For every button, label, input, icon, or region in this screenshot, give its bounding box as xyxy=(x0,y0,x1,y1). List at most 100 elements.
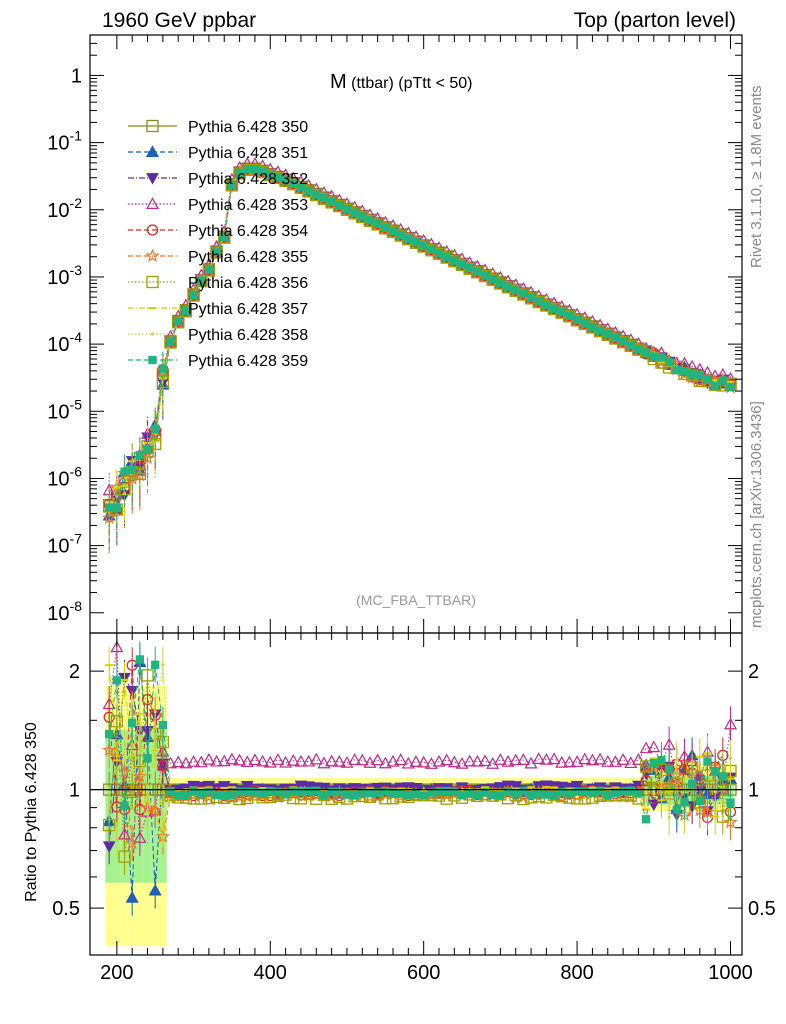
legend-label: Pythia 6.428 355 xyxy=(188,249,308,266)
data-point xyxy=(220,232,229,242)
data-point xyxy=(335,201,344,210)
ratio-point xyxy=(107,803,111,807)
ratio-point xyxy=(672,805,681,814)
ratio-point xyxy=(210,754,224,767)
ratio-point xyxy=(220,791,229,800)
ratio-point xyxy=(110,715,123,728)
ratio-y-tick-label: 0.5 xyxy=(52,898,80,920)
ratio-point xyxy=(273,787,283,796)
ratio-point xyxy=(233,753,247,766)
data-point xyxy=(634,344,643,354)
data-point xyxy=(105,503,114,512)
ratio-point xyxy=(394,753,408,766)
ratio-point xyxy=(611,788,620,798)
data-point xyxy=(603,330,612,339)
ratio-point xyxy=(411,789,421,798)
ratio-series-353 xyxy=(102,633,738,856)
data-point xyxy=(703,375,712,384)
data-point xyxy=(396,230,405,240)
ratio-point xyxy=(122,743,127,747)
ratio-point xyxy=(138,734,142,738)
legend-entry-351: Pythia 6.428 351 xyxy=(128,145,308,162)
ratio-point xyxy=(125,835,140,850)
ratio-point xyxy=(217,754,231,767)
ratio-point xyxy=(248,753,262,766)
data-point xyxy=(672,365,681,375)
ratio-point xyxy=(373,788,382,797)
data-point xyxy=(135,450,145,460)
ratio-point xyxy=(112,676,121,685)
data-point xyxy=(158,364,168,373)
ratio-point xyxy=(565,790,574,799)
ratio-point xyxy=(141,669,154,682)
data-point xyxy=(128,465,137,475)
data-point xyxy=(457,260,467,269)
ratio-point xyxy=(493,753,507,765)
data-point xyxy=(411,238,421,247)
ratio-point xyxy=(325,754,339,767)
mcplots-label: mcplots.cern.ch [arXiv:1306.3436] xyxy=(748,401,765,628)
data-point xyxy=(626,341,635,350)
ratio-point xyxy=(711,767,720,776)
ratio-point xyxy=(578,752,592,765)
ratio-point xyxy=(557,788,566,797)
ratio-point xyxy=(243,787,252,796)
legend-marker xyxy=(145,248,160,263)
ratio-point xyxy=(695,796,704,806)
ratio-point xyxy=(726,798,735,807)
legend-label: Pythia 6.428 350 xyxy=(188,119,308,136)
data-point xyxy=(373,219,382,228)
ratio-point xyxy=(388,789,398,798)
ratio-point xyxy=(603,790,612,800)
ratio-point xyxy=(312,786,321,795)
data-point xyxy=(358,212,367,221)
ratio-point xyxy=(281,790,290,799)
ratio-point xyxy=(266,786,275,796)
data-point xyxy=(350,208,359,217)
data-point xyxy=(273,173,283,182)
ratio-point xyxy=(294,754,308,767)
data-point xyxy=(503,282,513,291)
ratio-point xyxy=(118,850,131,863)
ratio-point xyxy=(396,789,405,798)
data-point xyxy=(465,263,474,273)
ratio-point xyxy=(350,790,359,800)
ratio-point xyxy=(271,753,285,765)
ratio-point xyxy=(240,755,254,768)
data-point xyxy=(233,167,246,180)
legend-label: Pythia 6.428 353 xyxy=(188,197,308,214)
x-tick-label: 800 xyxy=(560,962,593,984)
ratio-point xyxy=(179,756,193,769)
ratio-point xyxy=(639,741,653,754)
data-point xyxy=(304,186,313,196)
legend-entry-355: Pythia 6.428 355 xyxy=(128,248,308,266)
data-point xyxy=(519,289,528,299)
data-point xyxy=(580,319,589,328)
ratio-point xyxy=(235,787,244,796)
data-point xyxy=(179,305,193,318)
ratio-point xyxy=(496,791,505,800)
data-point xyxy=(204,265,214,275)
data-point xyxy=(473,267,482,276)
ratio-point xyxy=(158,720,168,730)
x-tick-label: 600 xyxy=(407,962,440,984)
ratio-point xyxy=(542,790,551,799)
ratio-point xyxy=(171,755,185,768)
ratio-point xyxy=(332,755,346,767)
data-point xyxy=(181,306,191,315)
legend-marker xyxy=(146,224,159,236)
data-point xyxy=(511,286,520,295)
ratio-point xyxy=(723,717,738,730)
ratio-y-tick-label-right: 0.5 xyxy=(748,898,776,920)
ratio-point xyxy=(189,786,198,795)
series-359 xyxy=(105,165,735,544)
data-point xyxy=(210,246,223,259)
data-point xyxy=(281,176,290,185)
data-point xyxy=(388,227,398,236)
ratio-point xyxy=(641,815,651,824)
ratio-point xyxy=(440,753,454,766)
ratio-point xyxy=(117,764,132,779)
ratio-point xyxy=(570,755,584,767)
legend-entry-359: Pythia 6.428 359 xyxy=(128,353,308,370)
ratio-point xyxy=(718,772,727,781)
